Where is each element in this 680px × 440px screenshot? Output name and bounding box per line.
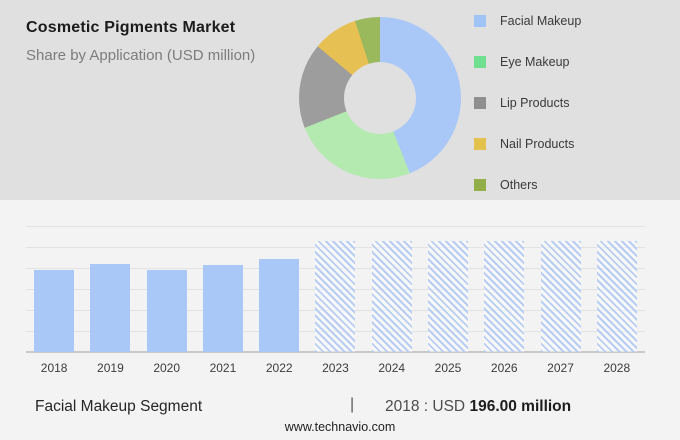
x-axis-label: 2025	[434, 361, 462, 375]
legend-item-others: Others	[474, 164, 581, 205]
forecast-bar-2024	[371, 240, 412, 352]
bar-cell-2023: 2023	[307, 226, 363, 375]
forecast-bar-2025	[427, 240, 468, 352]
header-section: Cosmetic Pigments Market Share by Applic…	[0, 0, 680, 200]
stat-text: 2018 : USD 196.00 million	[385, 398, 571, 416]
bar-2022	[259, 259, 300, 352]
legend-item-eye-makeup: Eye Makeup	[474, 41, 581, 82]
x-axis-label: 2022	[265, 361, 293, 375]
x-axis-label: 2026	[490, 361, 518, 375]
page-title: Cosmetic Pigments Market	[26, 19, 236, 36]
bar-cell-2027: 2027	[532, 226, 588, 375]
legend: Facial Makeup Eye Makeup Lip Products Na…	[474, 0, 581, 205]
x-axis-label: 2019	[97, 361, 124, 375]
legend-item-facial-makeup: Facial Makeup	[474, 0, 581, 41]
x-axis-label: 2020	[153, 361, 181, 375]
legend-item-lip-products: Lip Products	[474, 82, 581, 123]
bar-cells: 2018 2019 2020 2021 2022 2023 2024 2025 2026 2027…	[26, 226, 645, 375]
forecast-bar-2027	[540, 240, 581, 352]
bar-chart-section: 2018 2019 2020 2021 2022 2023 2024 2025 2026 2027…	[0, 200, 680, 440]
bar-2019	[90, 264, 131, 352]
legend-swatch-icon	[474, 96, 486, 109]
website-link[interactable]: www.technavio.com	[284, 420, 396, 434]
bar-cell-2026: 2026	[476, 226, 532, 375]
stat-value: 196.00 million	[469, 398, 572, 415]
bar-2020	[146, 270, 187, 352]
legend-swatch-icon	[474, 55, 486, 68]
x-axis-label: 2023	[322, 361, 349, 375]
forecast-bar-2023	[315, 240, 356, 352]
legend-item-label: Lip Products	[500, 95, 570, 110]
x-axis-label: 2021	[209, 361, 237, 375]
bar-cell-2021: 2021	[195, 226, 251, 375]
bar-cell-2020: 2020	[139, 226, 195, 375]
x-axis-label: 2018	[40, 361, 68, 375]
segment-label: Facial Makeup Segment	[35, 398, 203, 415]
x-axis-label: 2027	[547, 361, 574, 375]
legend-swatch-icon	[474, 137, 486, 150]
bar-cell-2024: 2024	[364, 226, 420, 375]
bar-cell-2019: 2019	[82, 226, 138, 375]
donut-hole	[344, 62, 416, 134]
bar-cell-2018: 2018	[26, 226, 82, 375]
gridline	[26, 226, 645, 227]
legend-item-label: Facial Makeup	[500, 13, 582, 28]
x-axis-label: 2024	[378, 361, 406, 375]
legend-swatch-icon	[474, 14, 486, 27]
legend-item-label: Others	[500, 177, 538, 192]
legend-item-nail-products: Nail Products	[474, 123, 581, 164]
stat-prefix: 2018 : USD	[385, 398, 466, 415]
legend-item-label: Nail Products	[500, 136, 575, 151]
x-axis-label: 2028	[603, 361, 631, 375]
bar-2018	[34, 269, 75, 352]
donut-chart	[299, 17, 461, 179]
page-subtitle: Share by Application (USD million)	[26, 47, 256, 64]
bar-cell-2022: 2022	[251, 226, 307, 375]
forecast-bar-2026	[484, 240, 525, 352]
separator: |	[350, 396, 355, 413]
forecast-bar-2028	[596, 240, 637, 352]
x-axis-baseline	[26, 351, 645, 353]
bar-chart: 2018 2019 2020 2021 2022 2023 2024 2025 2026 2027…	[26, 226, 645, 375]
bar-cell-2025: 2025	[420, 226, 476, 375]
bar-cell-2028: 2028	[589, 226, 645, 375]
legend-swatch-icon	[474, 178, 486, 191]
legend-item-label: Eye Makeup	[500, 54, 570, 69]
bar-2021	[202, 264, 243, 352]
